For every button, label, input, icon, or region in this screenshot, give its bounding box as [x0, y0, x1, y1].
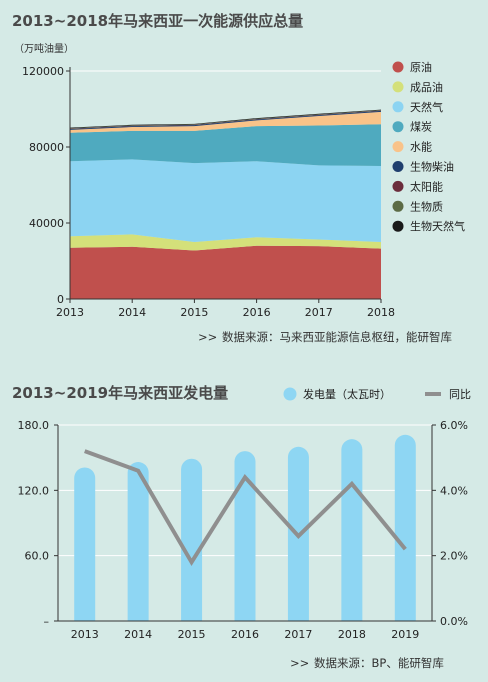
chart1-legend-swatch-7 — [392, 200, 404, 212]
chart2-y2-ticks: 0.0% 2.0% 4.0% 6.0% — [432, 419, 468, 628]
chart2-legend-swatch-bar — [283, 387, 297, 401]
chart2-x-tick-label: 2018 — [338, 628, 366, 641]
chart1-axes — [69, 67, 381, 300]
chart2-y-ticks: – 60.0 120.0 180.0 — [18, 419, 58, 628]
chart1-source-text: 数据来源：马来西亚能源信息枢纽，能研智库 — [222, 330, 452, 344]
chart2-y-tick-label: – — [44, 615, 50, 628]
chart2-bar-0 — [74, 467, 96, 621]
chart1-x-ticks: 2013 2014 2015 2016 2017 2018 — [56, 299, 395, 319]
chart1-legend-swatch-5 — [392, 161, 404, 172]
chart2-y-tick-label: 180.0 — [18, 419, 50, 432]
chart2-x-tick-label: 2019 — [391, 628, 419, 641]
chart2-y-tick-label: 120.0 — [18, 484, 50, 497]
chart1-legend-label-0: 原油 — [410, 60, 432, 74]
chart2-legend-label-line: 同比 — [449, 388, 471, 401]
chart1-legend-label-2: 天然气 — [410, 100, 443, 114]
chart1-y-tick-label: 0 — [57, 293, 64, 306]
chart2-y2-tick-label: 0.0% — [440, 615, 468, 628]
chart1-legend-swatch-8 — [392, 220, 404, 232]
chart1-area-0 — [70, 245, 381, 299]
chart2-source: >> 数据来源：BP、能研智库 — [290, 656, 444, 670]
chart2-line — [84, 449, 407, 567]
chart2-x-tick-label: 2015 — [178, 628, 206, 641]
chart2-x-tick-label: 2016 — [231, 628, 259, 641]
chart2-bar-2 — [181, 458, 203, 621]
chart1-unit-label: （万吨油量） — [14, 42, 74, 55]
chart1-legend-swatch-2 — [392, 101, 404, 113]
chart1-x-tick-label: 2017 — [305, 306, 333, 319]
chart2-axes — [57, 425, 433, 622]
chart1-area-8 — [70, 109, 381, 129]
chart2-y-tick-label: 60.0 — [25, 550, 50, 563]
chart1-x-tick-label: 2015 — [180, 306, 208, 319]
chart1-y-tick-label: 40000 — [29, 217, 64, 230]
chart1-legend-label-1: 成品油 — [410, 80, 443, 94]
chart1-area-1 — [70, 234, 381, 251]
chart2-x-ticks: 2013 2014 2015 2016 2017 2018 2019 — [71, 628, 420, 641]
chart1-area-2 — [70, 159, 381, 242]
chart2-legend: 发电量（太瓦时） 同比 — [283, 387, 471, 401]
source-arrow-icon: >> — [290, 656, 309, 670]
chart2-source-text: 数据来源：BP、能研智库 — [314, 656, 444, 670]
chart2-y2-tick-label: 6.0% — [440, 419, 468, 432]
chart1-legend-swatch-3 — [392, 121, 404, 133]
chart1-x-tick-label: 2013 — [56, 306, 84, 319]
chart1-title: 2013~2018年马来西亚一次能源供应总量 — [12, 12, 303, 30]
chart2-bar-3 — [234, 451, 256, 621]
chart2-x-tick-label: 2017 — [284, 628, 312, 641]
chart1-legend-label-5: 生物柴油 — [410, 160, 454, 174]
chart1-x-tick-label: 2016 — [243, 306, 271, 319]
chart2-y2-tick-label: 4.0% — [440, 484, 468, 497]
source-arrow-icon: >> — [198, 330, 217, 344]
chart1-area-4 — [70, 111, 381, 133]
chart2-bar-6 — [394, 434, 416, 621]
chart1-legend-swatch-0 — [392, 61, 404, 73]
chart2-bars — [74, 434, 416, 621]
chart2-bar-5 — [341, 439, 363, 621]
chart1-area-3 — [70, 124, 381, 166]
chart2-x-tick-label: 2014 — [124, 628, 152, 641]
chart1-x-tick-label: 2018 — [367, 306, 395, 319]
chart1-y-tick-label: 80000 — [29, 141, 64, 154]
chart1-legend-label-6: 太阳能 — [410, 179, 443, 193]
chart1-legend-swatch-6 — [392, 180, 404, 192]
chart2-y2-tick-label: 2.0% — [440, 550, 468, 563]
chart2-bar-1 — [127, 462, 149, 621]
chart1-legend-swatch-1 — [392, 81, 404, 93]
chart2-x-tick-label: 2013 — [71, 628, 99, 641]
chart1-x-tick-label: 2014 — [118, 306, 146, 319]
chart1-legend-label-4: 水能 — [410, 140, 432, 154]
chart1-legend-swatch-4 — [392, 141, 404, 153]
chart1-legend-label-8: 生物天然气 — [410, 219, 465, 233]
chart2-title: 2013~2019年马来西亚发电量 — [12, 384, 228, 402]
chart1-area-5 — [70, 110, 381, 130]
chart1-y-ticks: 0 40000 80000 120000 — [22, 65, 70, 306]
chart1-source: >> 数据来源：马来西亚能源信息枢纽，能研智库 — [198, 330, 452, 344]
chart1-legend-label-3: 煤炭 — [410, 121, 432, 134]
chart1-y-tick-label: 120000 — [22, 65, 64, 78]
chart1-legend-label-7: 生物质 — [410, 199, 443, 213]
power-generation-chart: 2013~2019年马来西亚发电量 发电量（太瓦时） 同比 – 60.0 120.0 1… — [12, 384, 471, 670]
energy-supply-chart: 2013~2018年马来西亚一次能源供应总量 （万吨油量） 0 40000 8000… — [12, 12, 465, 344]
chart1-areas — [70, 109, 381, 299]
chart2-legend-label-bar: 发电量（太瓦时） — [303, 387, 391, 401]
